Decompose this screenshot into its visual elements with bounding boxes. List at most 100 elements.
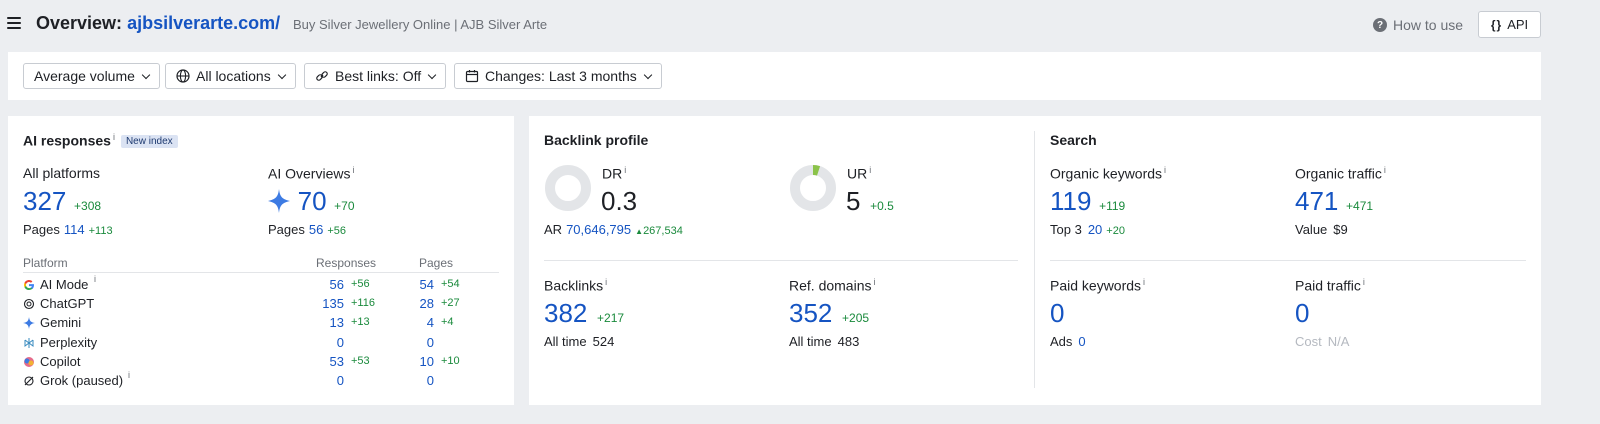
paid-traffic-value[interactable]: 0: [1295, 298, 1310, 328]
chatgpt-icon: [23, 298, 35, 310]
traffic-value-amount: $9: [1333, 222, 1348, 237]
paid-keywords-label-text: Paid keywords: [1050, 277, 1142, 294]
globe-icon: [176, 69, 190, 83]
chevron-down-icon: [141, 70, 151, 79]
changes-dropdown[interactable]: Changes: Last 3 months: [454, 63, 662, 89]
ur-value: 5: [846, 186, 861, 216]
info-icon[interactable]: i: [128, 370, 130, 380]
pages-value[interactable]: 0: [426, 334, 434, 350]
page-subtitle: Buy Silver Jewellery Online | AJB Silver…: [293, 17, 548, 32]
top3-value[interactable]: 20: [1087, 222, 1103, 237]
api-button[interactable]: {} API: [1478, 11, 1541, 38]
pages-value[interactable]: 56: [308, 222, 324, 237]
pages-delta: +113: [88, 225, 113, 237]
backlinks-label-text: Backlinks: [544, 277, 604, 294]
all-platforms-metric: 327 +308: [23, 186, 101, 217]
ai-responses-card: AI responses i New index All platforms 327…: [8, 116, 514, 405]
ur-gauge: [790, 165, 836, 211]
top3-label: Top 3: [1050, 222, 1082, 237]
responses-value[interactable]: 13: [329, 315, 344, 331]
organic-traffic-label-text: Organic traffic: [1295, 165, 1382, 182]
pages-delta: +4: [441, 316, 454, 329]
cost-label: Cost: [1295, 334, 1322, 349]
backlinks-label: Backlinks i: [544, 277, 607, 294]
backlink-profile-title: Backlink profile: [544, 132, 649, 148]
ai-overviews-delta: +70: [334, 199, 355, 213]
backlinks-value[interactable]: 382: [544, 298, 588, 328]
copilot-icon: [23, 356, 35, 368]
search-divider: [1050, 260, 1526, 261]
ar-delta: ▲267,534: [635, 225, 683, 237]
locations-dropdown[interactable]: All locations: [165, 63, 296, 89]
chevron-down-icon: [643, 70, 653, 79]
how-to-use-link[interactable]: ? How to use: [1373, 17, 1463, 33]
column-responses: Responses: [316, 256, 377, 270]
info-icon[interactable]: i: [1164, 165, 1167, 175]
best-links-dropdown[interactable]: Best links: Off: [304, 63, 447, 89]
backlink-divider: [544, 260, 1018, 261]
platform-row: Gemini 13 +13 4 +4: [23, 314, 499, 333]
responses-value[interactable]: 0: [336, 334, 344, 350]
pages-value[interactable]: 10: [419, 353, 434, 369]
platform-row: Perplexity 0 0: [23, 334, 499, 353]
ai-overviews-label: AI Overviews i: [268, 165, 354, 182]
ar-value[interactable]: 70,646,795: [566, 222, 632, 237]
menu-icon[interactable]: [7, 17, 21, 29]
info-icon[interactable]: i: [605, 277, 608, 287]
organic-traffic-value[interactable]: 471: [1295, 186, 1339, 216]
search-title: Search: [1050, 132, 1097, 148]
responses-delta: +56: [351, 278, 370, 290]
ai-responses-title: AI responses i New index: [23, 132, 178, 149]
volume-dropdown[interactable]: Average volume: [23, 63, 160, 89]
pages-delta: +54: [441, 278, 460, 290]
pages-label: Pages: [268, 222, 305, 237]
all-time-label: All time: [789, 334, 832, 349]
ads-value[interactable]: 0: [1078, 334, 1086, 349]
cost-row: Cost N/A: [1295, 334, 1349, 349]
platform-name: Gemini: [40, 315, 82, 331]
info-icon[interactable]: i: [1383, 165, 1386, 175]
info-icon[interactable]: i: [112, 132, 115, 142]
how-to-use-label: How to use: [1393, 17, 1464, 33]
platform-name: Copilot: [40, 353, 81, 369]
code-braces-icon: {}: [1490, 17, 1503, 32]
info-icon[interactable]: i: [352, 165, 355, 175]
ads-row: Ads 0: [1050, 334, 1086, 349]
info-icon[interactable]: i: [869, 165, 872, 175]
info-icon[interactable]: i: [624, 165, 627, 175]
pages-value[interactable]: 0: [426, 373, 434, 388]
google-icon: [23, 279, 35, 291]
grok-icon: [23, 375, 35, 387]
pages-value[interactable]: 54: [419, 277, 434, 292]
platform-row: Grok (paused) i 0 0: [23, 370, 499, 391]
paid-keywords-value[interactable]: 0: [1050, 298, 1065, 328]
organic-keywords-value[interactable]: 119: [1050, 186, 1092, 216]
info-icon[interactable]: i: [94, 274, 96, 284]
pages-value[interactable]: 28: [419, 296, 434, 312]
page-title-domain[interactable]: ajbsilverarte.com/: [127, 13, 281, 33]
ref-domains-value[interactable]: 352: [789, 298, 833, 328]
platform-name: ChatGPT: [40, 296, 95, 312]
help-icon: ?: [1373, 18, 1387, 32]
pages-value[interactable]: 4: [426, 315, 434, 331]
ai-overviews-value[interactable]: 70: [297, 186, 327, 216]
responses-value[interactable]: 0: [336, 373, 344, 388]
platform-name: Perplexity: [40, 334, 98, 350]
platform-row: Copilot 53 +53 10 +10: [23, 353, 499, 372]
table-header-divider: [23, 272, 499, 273]
cost-value: N/A: [1327, 334, 1350, 349]
all-platforms-value[interactable]: 327: [23, 186, 67, 216]
pages-value[interactable]: 114: [63, 222, 85, 237]
responses-value[interactable]: 135: [322, 296, 344, 312]
all-time-value: 524: [592, 334, 615, 349]
info-icon[interactable]: i: [873, 277, 876, 287]
info-icon[interactable]: i: [1143, 277, 1146, 287]
dr-label: DR i: [602, 165, 626, 182]
responses-value[interactable]: 53: [329, 353, 344, 369]
page-title-prefix: Overview:: [36, 13, 123, 33]
responses-value[interactable]: 56: [329, 277, 344, 292]
top-bar: Overview: ajbsilverarte.com/ Buy Silver …: [0, 0, 1600, 50]
ref-domains-label-text: Ref. domains: [789, 277, 872, 294]
info-icon[interactable]: i: [1362, 277, 1365, 287]
ai-responses-title-text: AI responses: [23, 132, 111, 149]
